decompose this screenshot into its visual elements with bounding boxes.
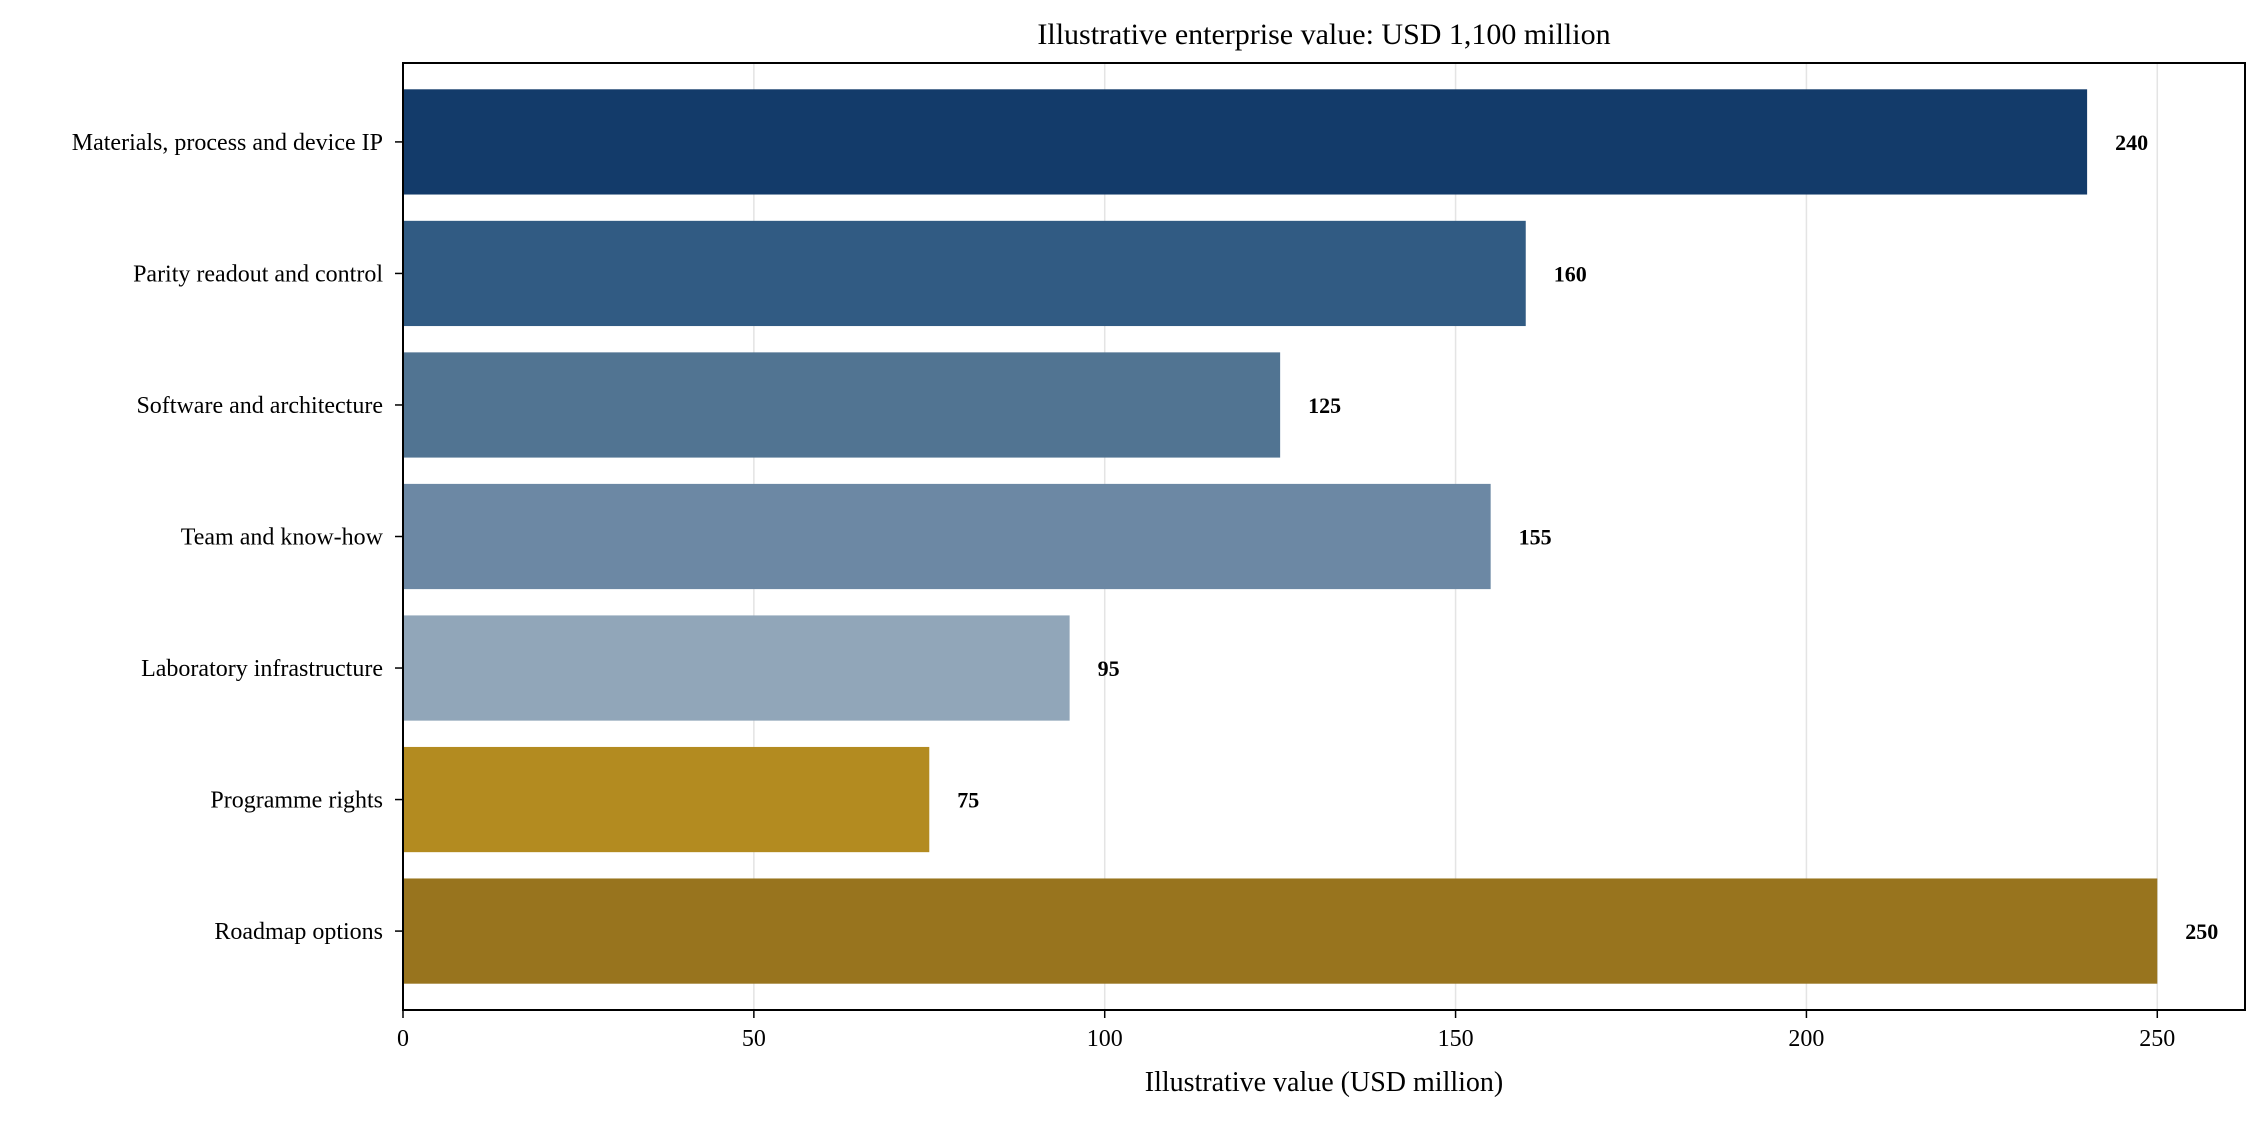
data-label: 125 xyxy=(1308,393,1341,418)
x-tick-label: 0 xyxy=(397,1026,409,1052)
bar xyxy=(403,220,1526,327)
data-label: 160 xyxy=(1554,261,1587,286)
bar xyxy=(403,483,1491,590)
chart-title: Illustrative enterprise value: USD 1,100… xyxy=(1037,18,1610,51)
bar xyxy=(403,878,2158,984)
x-axis: 0 50 100 150 200 250 xyxy=(397,1010,2175,1052)
bar xyxy=(403,746,930,853)
y-axis: Materials, process and device IP Parity r… xyxy=(72,130,403,945)
bar-layer xyxy=(403,89,2158,984)
data-label: 95 xyxy=(1098,656,1120,681)
x-tick-label: 200 xyxy=(1788,1026,1824,1052)
y-tick-label: Parity readout and control xyxy=(133,261,383,287)
bar xyxy=(403,352,1281,458)
y-tick-label: Laboratory infrastructure xyxy=(141,656,383,682)
y-tick-label: Materials, process and device IP xyxy=(72,130,383,156)
y-tick-label: Roadmap options xyxy=(214,919,383,945)
y-tick-label: Software and architecture xyxy=(136,393,383,419)
x-tick-label: 150 xyxy=(1438,1026,1474,1052)
x-axis-title: Illustrative value (USD million) xyxy=(1145,1067,1504,1098)
bar xyxy=(403,615,1070,721)
x-tick-label: 50 xyxy=(742,1026,766,1052)
bar xyxy=(403,89,2088,195)
y-tick-label: Team and know-how xyxy=(181,525,384,551)
data-label-layer: 240 160 125 155 95 75 250 xyxy=(957,130,2218,944)
data-label: 240 xyxy=(2115,130,2148,155)
data-label: 75 xyxy=(957,788,979,813)
data-label: 250 xyxy=(2185,919,2218,944)
y-tick-label: Programme rights xyxy=(210,788,383,814)
x-tick-label: 250 xyxy=(2139,1026,2175,1052)
x-tick-label: 100 xyxy=(1087,1026,1123,1052)
data-label: 155 xyxy=(1519,525,1552,550)
